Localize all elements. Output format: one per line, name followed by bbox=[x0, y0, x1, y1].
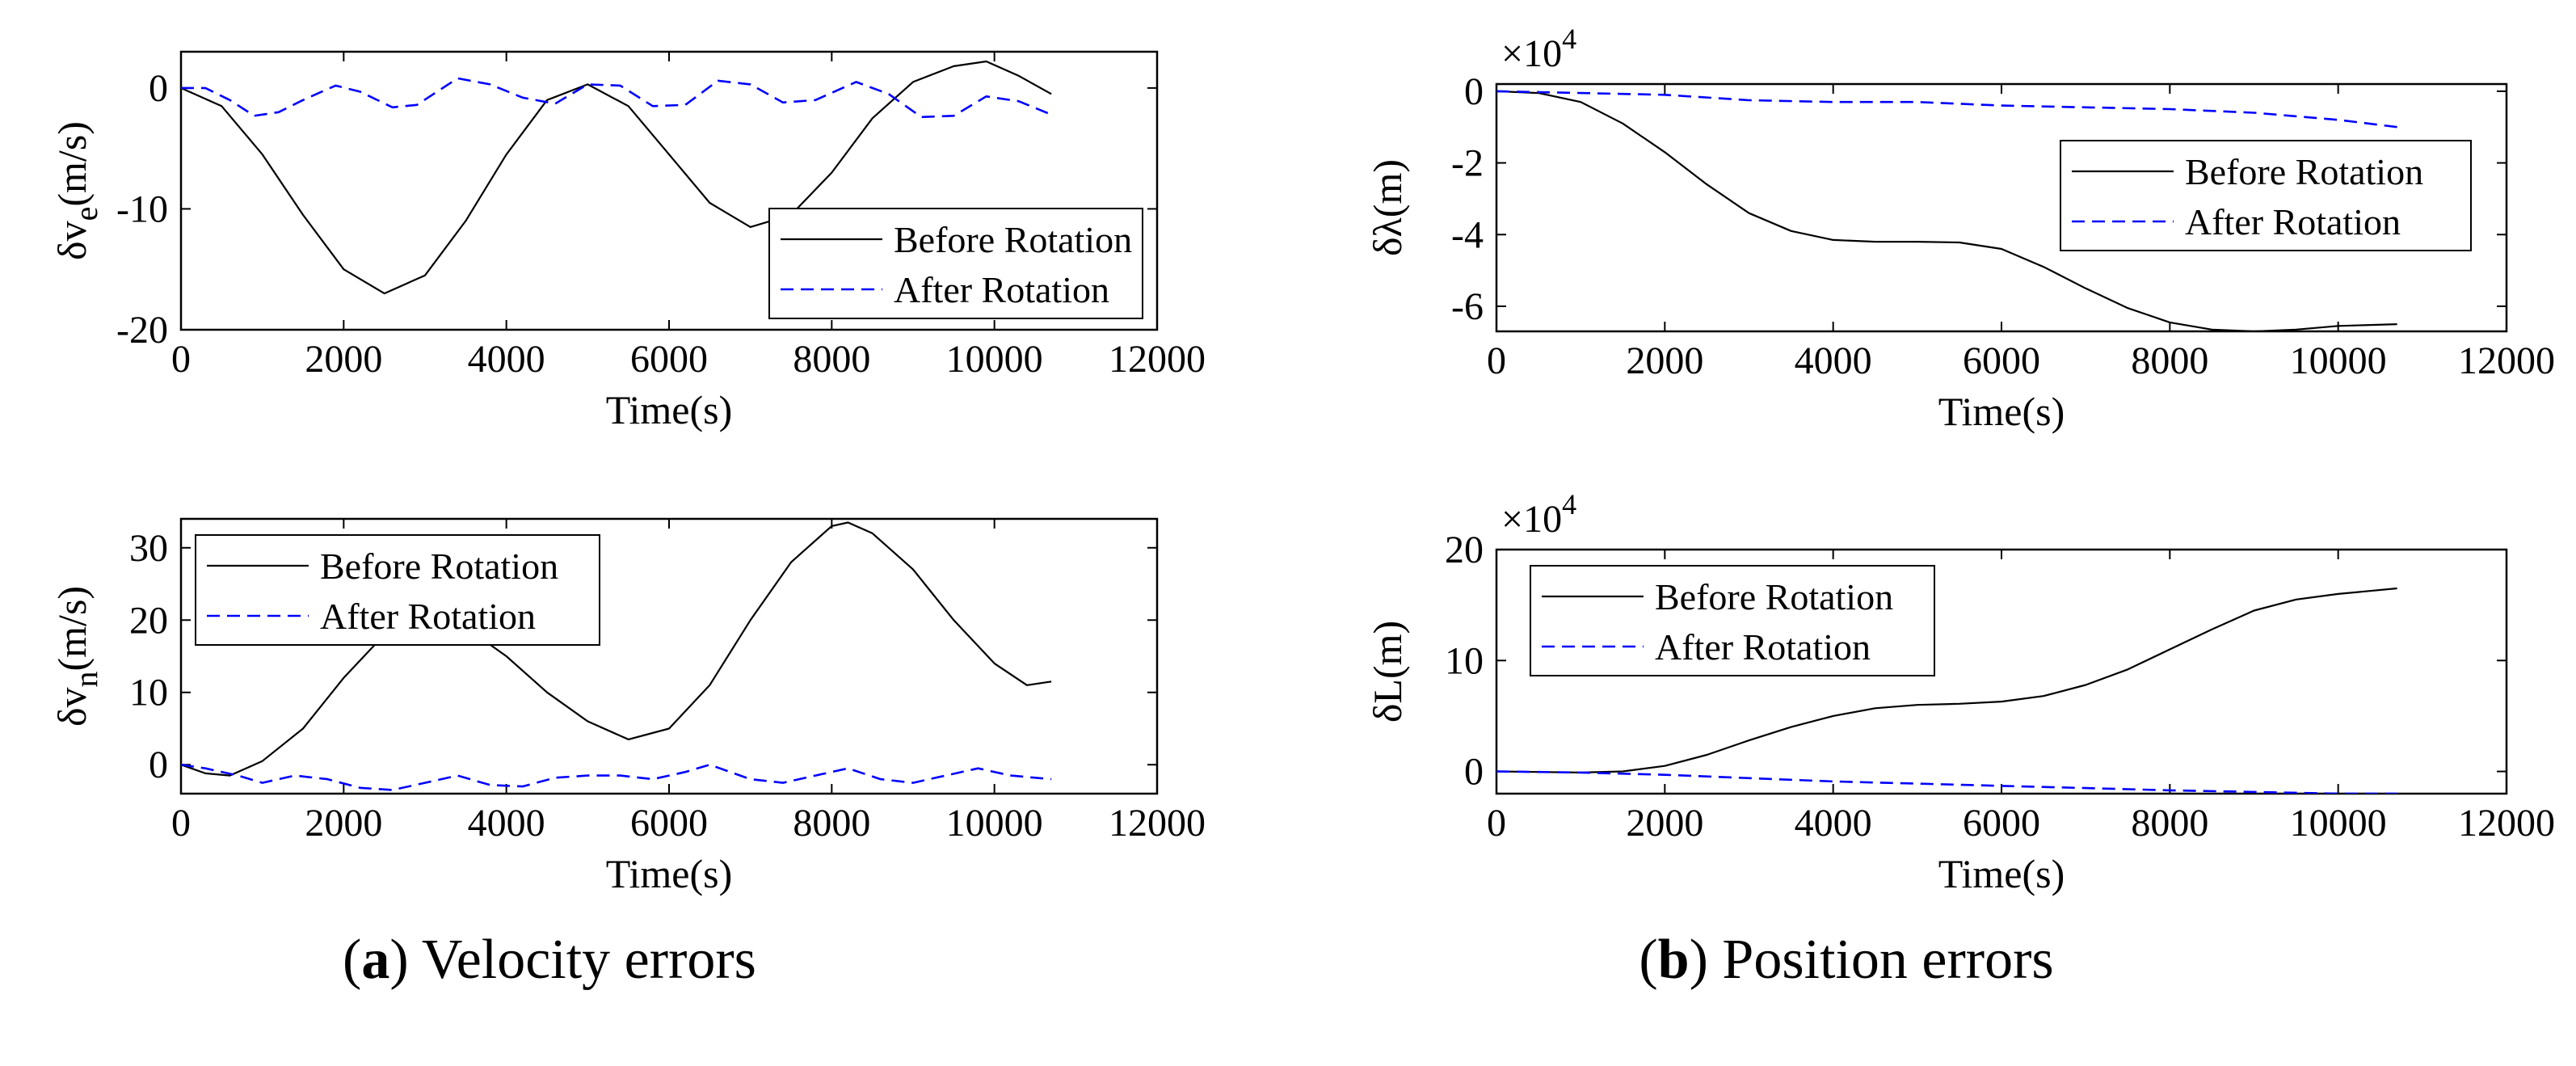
y-tick-label: -2 bbox=[1451, 142, 1484, 185]
exponent-label: ×104 bbox=[1501, 488, 1576, 541]
x-tick-label: 4000 bbox=[1795, 802, 1872, 845]
legend-label: Before Rotation bbox=[1655, 576, 1893, 617]
legend-label: Before Rotation bbox=[320, 546, 558, 587]
series-line-after-rotation bbox=[181, 77, 1052, 119]
y-tick-label: -6 bbox=[1451, 285, 1484, 328]
y-axis-label: δL(m) bbox=[1365, 621, 1410, 723]
x-tick-label: 10000 bbox=[946, 802, 1043, 845]
exponent-label: ×104 bbox=[1501, 23, 1576, 75]
legend: Before Rotation After Rotation bbox=[2060, 140, 2472, 251]
x-tick-label: 8000 bbox=[2131, 339, 2208, 382]
velocity-north-chart: 0 2000 4000 6000 8000 10000 12000 0 10 20 30 Time(s… bbox=[49, 517, 1206, 896]
legend: Before Rotation After Rotation bbox=[195, 534, 600, 646]
x-tick-label: 0 bbox=[171, 338, 191, 381]
legend-label: Before Rotation bbox=[894, 219, 1132, 260]
x-tick-label: 8000 bbox=[793, 338, 870, 381]
x-tick-label: 0 bbox=[171, 802, 191, 845]
legend: Before Rotation After Rotation bbox=[768, 208, 1143, 319]
x-tick-label: 8000 bbox=[793, 802, 870, 845]
y-axis-label: δλ(m) bbox=[1365, 159, 1410, 256]
x-tick-label: 2000 bbox=[305, 338, 382, 381]
series-line-after-rotation bbox=[1496, 90, 2397, 129]
y-axis-label: δve(m/s) bbox=[49, 121, 104, 260]
series-line-after-rotation bbox=[181, 763, 1052, 791]
series-line-after-rotation bbox=[1496, 770, 2397, 794]
series-line-before-rotation bbox=[1496, 90, 2397, 331]
y-tick-label: 0 bbox=[149, 67, 168, 110]
x-tick-label: 2000 bbox=[1626, 339, 1703, 382]
y-tick-label: 20 bbox=[1445, 529, 1484, 571]
legend-box bbox=[1530, 565, 1935, 676]
x-tick-label: 2000 bbox=[1626, 802, 1703, 845]
legend-box bbox=[195, 534, 600, 646]
y-tick-label: 30 bbox=[129, 527, 168, 570]
y-tick-label: -10 bbox=[116, 187, 168, 230]
y-tick-label: -4 bbox=[1451, 213, 1484, 256]
x-tick-label: 4000 bbox=[468, 802, 545, 845]
velocity-east-chart: 0 2000 4000 6000 8000 10000 12000 -20 -10 0 Time(s… bbox=[49, 50, 1206, 432]
legend-label: After Rotation bbox=[894, 269, 1109, 310]
latitude-error-chart: 0 2000 4000 6000 8000 10000 12000 0 10 20 ×104 Time… bbox=[1365, 488, 2555, 896]
series-line-before-rotation bbox=[181, 521, 1052, 777]
x-tick-label: 12000 bbox=[1109, 802, 1206, 845]
caption-a: (a) Velocity errors bbox=[343, 929, 756, 991]
y-tick-label: 20 bbox=[129, 599, 168, 642]
x-tick-label: 6000 bbox=[630, 338, 708, 381]
legend-label: Before Rotation bbox=[2185, 151, 2423, 192]
x-tick-label: 10000 bbox=[2290, 802, 2387, 845]
y-tick-label: 10 bbox=[1445, 639, 1484, 682]
legend-box bbox=[768, 208, 1143, 319]
x-axis-label: Time(s) bbox=[606, 387, 733, 432]
legend-label: After Rotation bbox=[2185, 201, 2401, 242]
x-tick-label: 0 bbox=[1487, 339, 1506, 382]
x-tick-label: 10000 bbox=[2290, 339, 2387, 382]
x-tick-label: 4000 bbox=[468, 338, 545, 381]
y-tick-label: 0 bbox=[1464, 70, 1484, 113]
x-tick-label: 10000 bbox=[946, 338, 1043, 381]
legend: Before Rotation After Rotation bbox=[1530, 565, 1935, 676]
y-tick-label: 0 bbox=[1464, 751, 1484, 794]
x-tick-label: 12000 bbox=[2458, 802, 2555, 845]
x-axis-label: Time(s) bbox=[1938, 389, 2065, 434]
legend-label: After Rotation bbox=[320, 596, 536, 637]
x-tick-label: 6000 bbox=[1963, 339, 2040, 382]
caption-b: (b) Position errors bbox=[1639, 929, 2053, 991]
longitude-error-chart: 0 2000 4000 6000 8000 10000 12000 -6 -4 -2 0 ×104 Ti… bbox=[1365, 23, 2555, 434]
x-tick-label: 2000 bbox=[305, 802, 382, 845]
x-tick-label: 0 bbox=[1487, 802, 1506, 845]
x-tick-label: 12000 bbox=[2458, 339, 2555, 382]
x-axis-label: Time(s) bbox=[1938, 851, 2065, 896]
x-tick-label: 8000 bbox=[2131, 802, 2208, 845]
x-tick-label: 12000 bbox=[1109, 338, 1206, 381]
x-tick-label: 6000 bbox=[630, 802, 708, 845]
y-axis-label: δvn(m/s) bbox=[49, 586, 104, 727]
x-tick-label: 6000 bbox=[1963, 802, 2040, 845]
y-tick-label: 0 bbox=[149, 744, 168, 786]
legend-box bbox=[2060, 140, 2472, 251]
series-line-before-rotation bbox=[1496, 587, 2397, 774]
legend-label: After Rotation bbox=[1655, 626, 1871, 668]
series-line-before-rotation bbox=[181, 60, 1052, 295]
x-axis-label: Time(s) bbox=[606, 851, 733, 896]
y-tick-label: 10 bbox=[129, 672, 168, 714]
x-tick-label: 4000 bbox=[1795, 339, 1872, 382]
y-tick-label: -20 bbox=[116, 309, 168, 352]
